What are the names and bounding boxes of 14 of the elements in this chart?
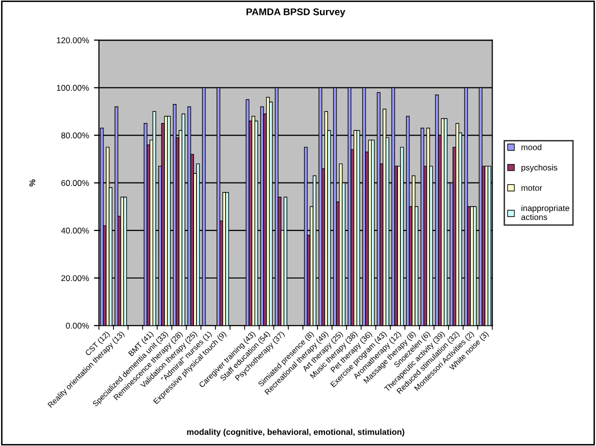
y-tick-label: 120.00% (56, 37, 89, 44)
y-tick-label: 40.00% (61, 228, 89, 234)
y-axis-title: % (29, 179, 36, 186)
y-tick-label: 80.00% (61, 132, 89, 138)
y-tick-label: 60.00% (61, 180, 89, 186)
y-tick-label: 100.00% (56, 84, 89, 91)
x-axis-title: modality (cognitive, behavioral, emotional, stimulation) (187, 428, 404, 437)
chart-title: PAMDA BPSD Survey (246, 8, 346, 18)
legend-label: inappropriate actions (521, 204, 570, 220)
y-tick-label: 0.00% (66, 322, 89, 329)
legend-label: mood (522, 144, 542, 150)
legend-label: psychosis (522, 164, 558, 172)
y-tick-label: 20.00% (61, 275, 89, 282)
legend-label: motor (522, 185, 542, 191)
